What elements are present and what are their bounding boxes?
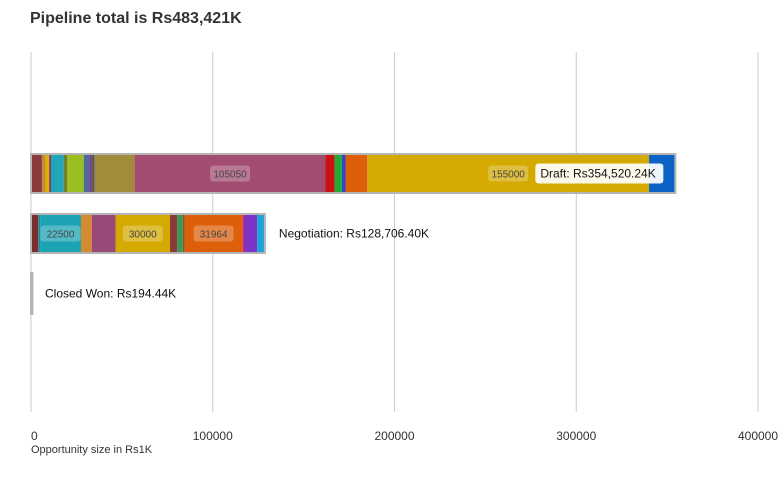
bar-segment[interactable] <box>115 215 171 252</box>
bar-segment[interactable] <box>38 215 41 252</box>
bar-segment[interactable] <box>341 155 346 192</box>
bar-segment[interactable] <box>49 155 51 192</box>
x-tick-label: 300000 <box>556 429 596 443</box>
stage-label: Negotiation: Rs128,706.40K <box>279 227 429 241</box>
bar-segment[interactable] <box>89 155 92 192</box>
bar-segment[interactable] <box>91 215 116 252</box>
stage-label: Draft: Rs354,520.24K <box>540 167 655 181</box>
chart-title: Pipeline total is Rs483,421K <box>30 10 242 27</box>
bar-closed-won[interactable]: Closed Won: Rs194.44K <box>30 272 176 315</box>
segment-label-bg <box>210 165 251 182</box>
x-tick-label: 0 <box>31 429 38 443</box>
segment-label: 30000 <box>129 230 157 241</box>
x-tick-label: 400000 <box>738 429 778 443</box>
segment-label: 105050 <box>213 170 247 181</box>
segment-label: 155000 <box>491 170 525 181</box>
bar-draft[interactable]: 105050 155000 Draft: Rs354,520.24K <box>30 153 677 194</box>
bars: 105050 155000 Draft: Rs354,520.24K 22500 300… <box>30 153 677 315</box>
bar-segment[interactable] <box>40 215 81 252</box>
bar-segment[interactable] <box>67 155 84 192</box>
bar-segment[interactable] <box>134 155 326 192</box>
bar-negotiation[interactable]: 22500 30000 31964 Negotiation: Rs128,706.40… <box>30 213 429 254</box>
bar-segment[interactable] <box>257 215 265 252</box>
bar-segment[interactable] <box>177 215 183 252</box>
bar-segment[interactable] <box>244 215 258 252</box>
bar-segment[interactable] <box>334 155 342 192</box>
segment-label-bg <box>40 225 81 242</box>
segment-label: 22500 <box>47 230 75 241</box>
segment-label: 31964 <box>200 230 228 241</box>
stage-label-bg <box>535 163 664 184</box>
bar-segment[interactable] <box>31 155 42 192</box>
bar-segment[interactable] <box>91 155 95 192</box>
segment-label-bg <box>488 165 529 182</box>
bar-segment[interactable] <box>50 155 64 192</box>
bar-segment[interactable] <box>80 215 92 252</box>
bar-outline <box>30 153 677 194</box>
segment-label-bg <box>122 225 163 242</box>
bar-segment[interactable] <box>45 155 50 192</box>
bar-segment[interactable] <box>345 155 368 192</box>
bar-segment[interactable] <box>31 215 39 252</box>
bar-segment[interactable] <box>242 215 245 252</box>
x-tick-label: 200000 <box>374 429 414 443</box>
bar-segment[interactable] <box>94 155 135 192</box>
stage-label: Closed Won: Rs194.44K <box>45 287 176 301</box>
segment-label-bg <box>193 225 234 242</box>
x-axis: 0 100000 200000 300000 400000 <box>31 429 778 443</box>
bar-segment[interactable] <box>83 155 90 192</box>
bar-outline <box>30 213 266 254</box>
bar-segment[interactable] <box>63 155 68 192</box>
bar-segment[interactable] <box>184 215 243 252</box>
bar-outline <box>30 272 34 315</box>
bar-segment[interactable] <box>170 215 178 252</box>
bar-segment[interactable] <box>41 155 46 192</box>
bar-segment[interactable] <box>182 215 185 252</box>
bar-segment[interactable] <box>325 155 335 192</box>
x-tick-label: 100000 <box>193 429 233 443</box>
x-axis-label: Opportunity size in Rs1K <box>31 444 153 456</box>
